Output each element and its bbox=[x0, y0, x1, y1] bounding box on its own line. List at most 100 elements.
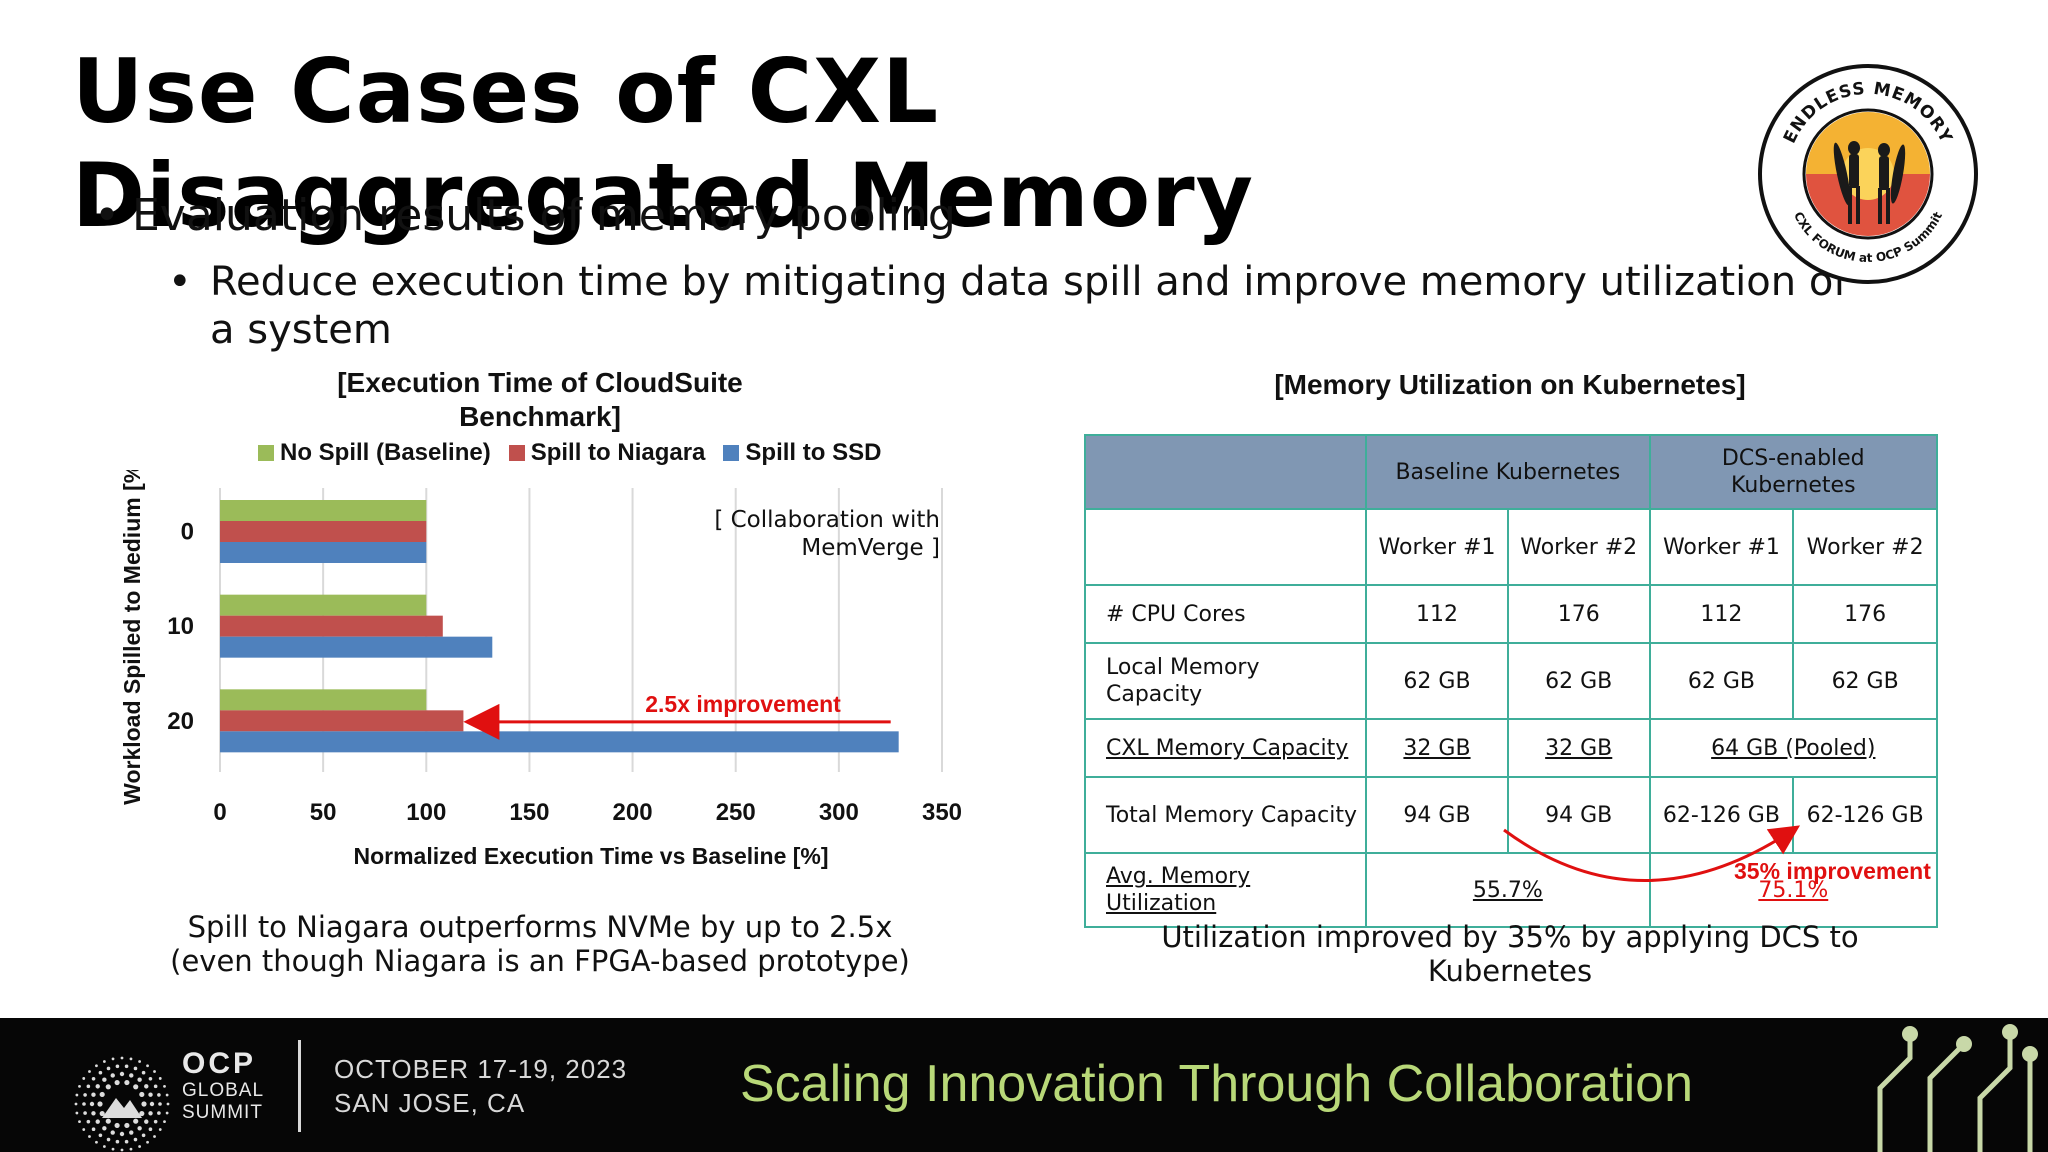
x-tick-label: 300 bbox=[819, 799, 859, 826]
util-label-text: Avg. Memory Utilization bbox=[1106, 864, 1251, 916]
bar-spill-to-niagara bbox=[220, 615, 443, 637]
burst-dot bbox=[166, 1102, 170, 1106]
burst-dot bbox=[153, 1084, 158, 1089]
legend-swatch bbox=[508, 445, 525, 461]
table-cell: 62-126 GB bbox=[1792, 776, 1938, 854]
bar-spill-to-ssd bbox=[220, 731, 899, 753]
header-dcs: DCS-enabled Kubernetes bbox=[1648, 434, 1939, 510]
burst-dot bbox=[133, 1137, 138, 1142]
row-label-cpu: # CPU Cores bbox=[1083, 584, 1368, 644]
event-location: SAN JOSE, CA bbox=[334, 1088, 526, 1118]
burst-dot bbox=[106, 1066, 111, 1071]
worker-header: Worker #1 bbox=[1648, 508, 1795, 586]
burst-dot bbox=[102, 1145, 106, 1148]
row-label-local-memory: Local Memory Capacity bbox=[1083, 642, 1368, 720]
table-cell: 62 GB bbox=[1365, 642, 1509, 720]
burst-dot bbox=[91, 1111, 96, 1116]
chart-legend: No Spill (Baseline) Spill to Niagara Spill… bbox=[258, 438, 881, 468]
burst-dot bbox=[91, 1092, 96, 1097]
table-row: Worker #1 Worker #2 Worker #1 Worker #2 bbox=[1083, 508, 1938, 586]
burst-dot bbox=[148, 1077, 153, 1081]
burst-dot bbox=[95, 1140, 98, 1144]
burst-dot bbox=[148, 1111, 153, 1116]
header-blank-cell bbox=[1083, 434, 1368, 510]
burst-dot bbox=[165, 1093, 169, 1097]
burst-dot bbox=[105, 1118, 111, 1124]
bullet-marker: • bbox=[94, 190, 120, 241]
table-cell: 112 bbox=[1648, 584, 1795, 644]
endless-memory-logo: ENDLESS MEMORY CXL FORUM at OCP Summit bbox=[1758, 64, 1978, 284]
burst-dot bbox=[124, 1122, 130, 1129]
util-baseline-value: 55.7% bbox=[1472, 877, 1543, 903]
burst-dot bbox=[91, 1077, 96, 1081]
burst-dot bbox=[120, 1056, 124, 1060]
x-tick-label: 100 bbox=[406, 799, 446, 826]
bar-chart: 0 50 100 150 200 250 300 350 0 10 20 Normalized Exe… bbox=[119, 470, 962, 869]
table-cell: 62 GB bbox=[1792, 642, 1938, 720]
burst-dot bbox=[86, 1084, 91, 1089]
table-row: Avg. Memory Utilization 55.7% 75.1% bbox=[1083, 852, 1939, 928]
burst-dot bbox=[82, 1077, 86, 1080]
burst-dot bbox=[115, 1139, 120, 1144]
x-tick-label: 250 bbox=[716, 799, 756, 826]
table-row: Local Memory Capacity 62 GB 62 GB 62 GB … bbox=[1083, 642, 1938, 720]
legend-item: Spill to SSD bbox=[723, 438, 881, 468]
bar-spill-to-niagara bbox=[220, 710, 464, 732]
legend-swatch bbox=[723, 445, 740, 461]
burst-dot bbox=[115, 1064, 120, 1069]
chart-title: [Execution Time of CloudSuite Benchmark] bbox=[337, 367, 743, 432]
table-caption: Utilization improved by 35% by applying … bbox=[1161, 920, 1859, 988]
legend-label: Spill to Niagara bbox=[530, 439, 706, 466]
footer-bar: OCP GLOBAL SUMMIT OCTOBER 17-19, 2023 SA… bbox=[0, 1018, 2048, 1152]
table-cell: 55.7% bbox=[1365, 852, 1651, 928]
table-cell: 32 GB bbox=[1506, 718, 1651, 778]
table-row: # CPU Cores 112 176 112 176 bbox=[1083, 584, 1938, 644]
burst-dot bbox=[141, 1070, 146, 1075]
worker-header: Worker #1 bbox=[1365, 508, 1509, 586]
burst-dot bbox=[129, 1130, 134, 1135]
burst-dot bbox=[74, 1102, 78, 1106]
burst-dot bbox=[91, 1127, 96, 1131]
burst-dot bbox=[148, 1092, 153, 1097]
burst-dot bbox=[83, 1111, 87, 1115]
row-label-utilization: Avg. Memory Utilization bbox=[1083, 852, 1368, 928]
burst-dot bbox=[119, 1071, 125, 1077]
burst-dot bbox=[114, 1079, 120, 1086]
burst-dot bbox=[124, 1079, 130, 1086]
burst-dot bbox=[89, 1101, 95, 1107]
burst-dot bbox=[110, 1130, 115, 1135]
burst-dot bbox=[99, 1110, 105, 1117]
bullet-level2: • Reduce execution time by mitigating da… bbox=[168, 258, 1848, 354]
table-row: Total Memory Capacity 94 GB 94 GB 62-126… bbox=[1083, 776, 1938, 854]
x-axis-label: Normalized Execution Time vs Baseline [%… bbox=[353, 843, 828, 869]
cxl-value: 32 GB bbox=[1403, 735, 1471, 761]
legend-item: No Spill (Baseline) bbox=[258, 438, 491, 468]
x-tick-label: 50 bbox=[310, 799, 337, 826]
bullet-marker: • bbox=[168, 259, 192, 305]
burst-dot bbox=[95, 1119, 100, 1124]
y-axis-label: Workload Spilled to Medium [%] bbox=[119, 470, 145, 805]
chart-annotation: 2.5x improvement bbox=[645, 691, 841, 717]
burst-dot bbox=[83, 1093, 87, 1097]
burst-dot bbox=[82, 1128, 86, 1131]
burst-dot bbox=[129, 1057, 133, 1061]
table-row: CXL Memory Capacity 32 GB 32 GB 64 GB (P… bbox=[1083, 718, 1939, 778]
x-tick-label: 150 bbox=[509, 799, 549, 826]
burst-dot bbox=[102, 1077, 107, 1082]
collaboration-note: [ Collaboration with MemVerge ] bbox=[714, 507, 940, 561]
y-tick-label: 10 bbox=[167, 613, 194, 640]
ocp-global: GLOBAL bbox=[182, 1080, 265, 1101]
burst-dot bbox=[110, 1073, 115, 1078]
burst-dot bbox=[137, 1077, 142, 1082]
row-label-total-memory: Total Memory Capacity bbox=[1083, 776, 1368, 854]
legend-swatch bbox=[258, 445, 274, 461]
burst-dot bbox=[163, 1084, 166, 1088]
burst-dot bbox=[98, 1070, 103, 1075]
table-cell: 94 GB bbox=[1365, 776, 1509, 854]
event-info: OCTOBER 17-19, 2023 SAN JOSE, CA bbox=[334, 1052, 627, 1120]
bar-spill-to-ssd bbox=[220, 636, 493, 658]
table-cell: 62 GB bbox=[1648, 642, 1795, 720]
burst-dot bbox=[146, 1064, 149, 1068]
table-cell: 176 bbox=[1506, 584, 1651, 644]
burst-dot bbox=[78, 1084, 81, 1088]
